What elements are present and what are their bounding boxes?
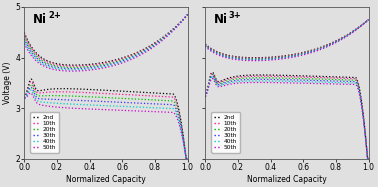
Legend: 2nd, 10th, 20th, 30th, 40th, 50th: 2nd, 10th, 20th, 30th, 40th, 50th — [211, 112, 240, 153]
Text: 2+: 2+ — [48, 11, 61, 20]
Text: Ni: Ni — [214, 13, 228, 26]
Legend: 2nd, 10th, 20th, 30th, 40th, 50th: 2nd, 10th, 20th, 30th, 40th, 50th — [31, 112, 59, 153]
Y-axis label: Voltage (V): Voltage (V) — [3, 62, 12, 104]
Text: 3+: 3+ — [229, 11, 242, 20]
X-axis label: Normalized Capacity: Normalized Capacity — [66, 174, 146, 183]
Text: Ni: Ni — [33, 13, 46, 26]
X-axis label: Normalized Capacity: Normalized Capacity — [247, 174, 327, 183]
